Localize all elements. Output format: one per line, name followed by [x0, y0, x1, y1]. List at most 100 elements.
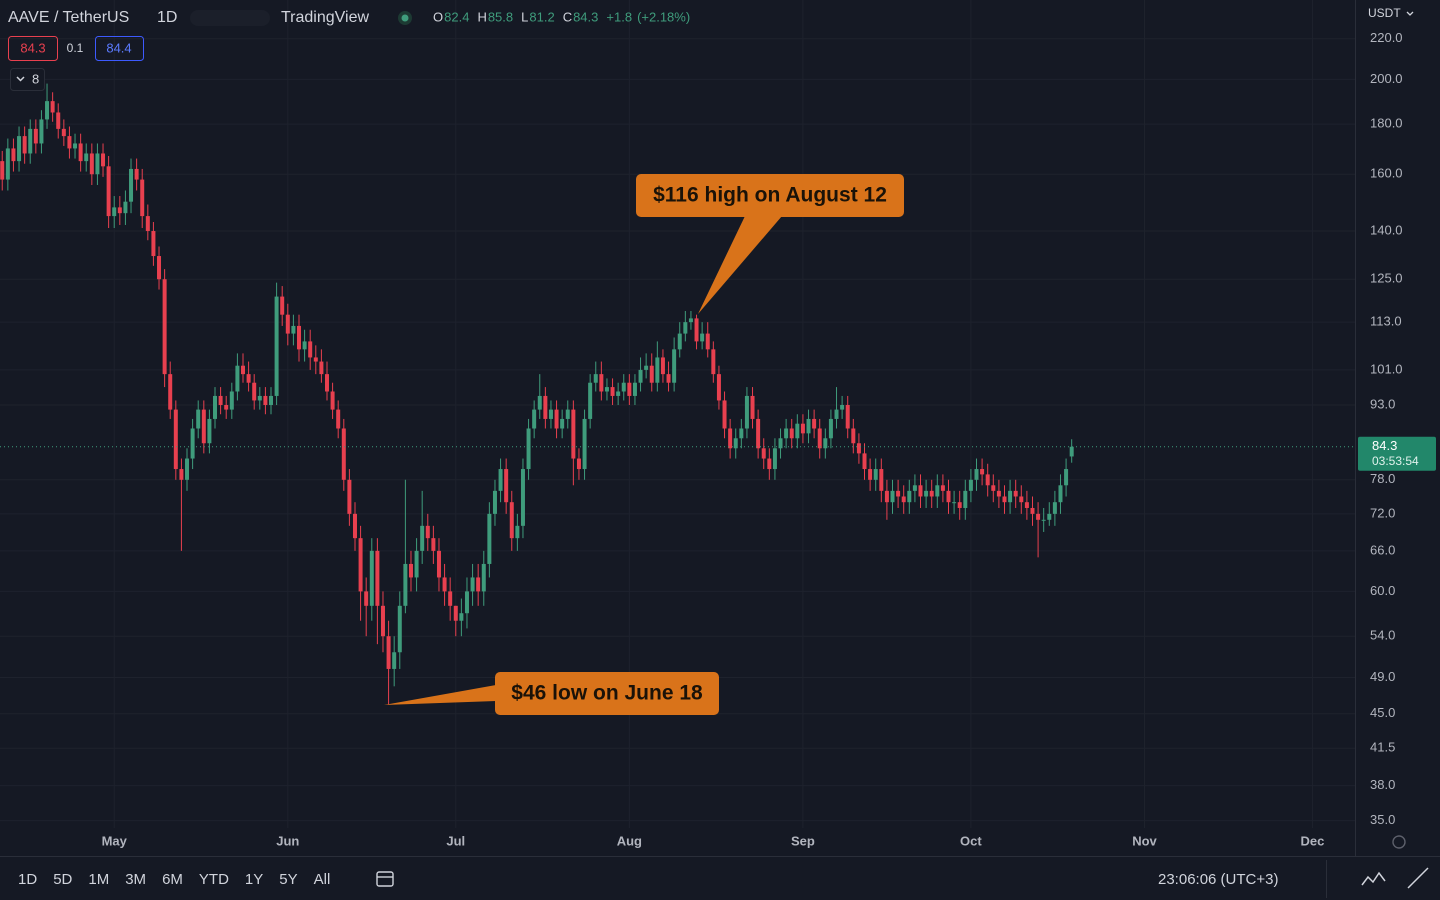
settings-icon[interactable] — [1392, 835, 1406, 849]
candle-body — [761, 448, 766, 459]
candle-body — [957, 502, 962, 508]
ohlc-key: H — [477, 9, 486, 24]
candle-body — [5, 148, 10, 180]
symbol-title[interactable]: AAVE / TetherUS — [8, 9, 129, 26]
drawing-icon[interactable] — [1407, 867, 1429, 889]
candle-body — [884, 490, 889, 503]
status-dot — [401, 14, 409, 22]
candle-body — [347, 479, 352, 514]
candle-body — [129, 168, 134, 202]
y-tick-label: 93.0 — [1370, 396, 1395, 411]
candle-body — [274, 296, 279, 396]
y-tick-label: 113.0 — [1370, 314, 1402, 329]
candle-body — [1008, 490, 1013, 503]
candle-body — [616, 391, 621, 396]
candle-body — [28, 128, 33, 154]
candle-body — [101, 153, 106, 167]
ohlc-legend: O 82.4 H 85.8 L 81.2 C 84.3 +1.8 (+2.18%) — [433, 9, 690, 24]
candle-body — [459, 613, 464, 621]
candle-body — [582, 418, 587, 470]
sell-price[interactable]: 84.3 — [20, 40, 45, 55]
candle-body — [492, 490, 497, 514]
y-tick-label: 78.0 — [1370, 471, 1395, 486]
candle-body — [1019, 496, 1024, 503]
candle-body — [901, 496, 906, 503]
candle-body — [694, 318, 699, 342]
candle-body — [302, 341, 307, 350]
currency[interactable]: USDT — [1368, 6, 1401, 20]
candle-body — [571, 409, 576, 459]
indicator-toggle[interactable] — [10, 68, 45, 91]
candle-body — [504, 469, 509, 503]
clock[interactable]: 23:06:06 (UTC+3) — [1158, 871, 1278, 888]
candle-body — [733, 438, 738, 449]
candle-body — [352, 513, 357, 539]
candle-body — [453, 605, 458, 621]
candle-body — [834, 409, 839, 419]
candle-body — [22, 136, 27, 154]
calendar-icon[interactable] — [376, 871, 394, 887]
buy-price[interactable]: 84.4 — [106, 40, 131, 55]
last-price-box — [1358, 436, 1436, 471]
candle-body — [1069, 446, 1074, 457]
range-button[interactable]: 3M — [125, 871, 146, 888]
range-button[interactable]: 5Y — [279, 871, 297, 888]
indicators-icon[interactable] — [1361, 871, 1386, 886]
indicator-count[interactable]: 8 — [32, 71, 39, 86]
overlay: 84.303:53:54 — [0, 436, 1436, 471]
range-button[interactable]: All — [314, 871, 331, 888]
calendar-frame — [376, 871, 394, 887]
candle-body — [856, 443, 861, 454]
range-button[interactable]: YTD — [199, 871, 229, 888]
candle-body — [1041, 519, 1046, 521]
range-button[interactable]: 1M — [88, 871, 109, 888]
interval[interactable]: 1D — [157, 9, 177, 26]
candle-body — [515, 525, 520, 539]
candle-body — [767, 458, 772, 470]
candle-body — [604, 387, 609, 392]
candle-body — [879, 469, 884, 491]
candle-body — [784, 428, 789, 439]
buy-box[interactable] — [95, 36, 144, 61]
candle-body — [162, 279, 167, 375]
range-button[interactable]: 1D — [18, 871, 37, 888]
candle-body — [588, 382, 593, 419]
candle-body — [1036, 513, 1041, 520]
candle-body — [940, 485, 945, 491]
range-button[interactable]: 5D — [53, 871, 72, 888]
candle-body — [873, 469, 878, 480]
candle-body — [700, 333, 705, 342]
candle-body — [17, 136, 22, 162]
candle-body — [420, 525, 425, 551]
redacted — [190, 10, 270, 26]
x-tick-label: Oct — [960, 833, 982, 848]
candle-body — [677, 333, 682, 350]
candle-body — [868, 469, 873, 480]
candle-body — [442, 577, 447, 592]
candle-body — [722, 400, 727, 429]
candle-body — [95, 153, 100, 175]
sell-box[interactable] — [8, 36, 58, 61]
change-percent: (+2.18%) — [637, 9, 690, 24]
range-button[interactable]: 6M — [162, 871, 183, 888]
candle-body — [224, 404, 229, 410]
candle-body — [946, 490, 951, 503]
candle-body — [257, 395, 262, 401]
candle-body — [448, 591, 453, 606]
candle-body — [470, 577, 475, 592]
candle-body — [952, 502, 957, 504]
candle-body — [800, 423, 805, 434]
candle-body — [112, 207, 117, 217]
candle-body — [386, 636, 391, 669]
candle-body — [655, 357, 660, 383]
candle-body — [61, 128, 66, 137]
candle-body — [649, 365, 654, 383]
candle-body — [498, 469, 503, 491]
candle-body — [907, 490, 912, 503]
countdown: 03:53:54 — [1372, 454, 1419, 468]
candle-body — [672, 349, 677, 383]
range-button[interactable]: 1Y — [245, 871, 263, 888]
y-tick-label: 72.0 — [1370, 505, 1395, 520]
y-tick-label: 41.5 — [1370, 740, 1395, 755]
candle-body — [750, 395, 755, 419]
